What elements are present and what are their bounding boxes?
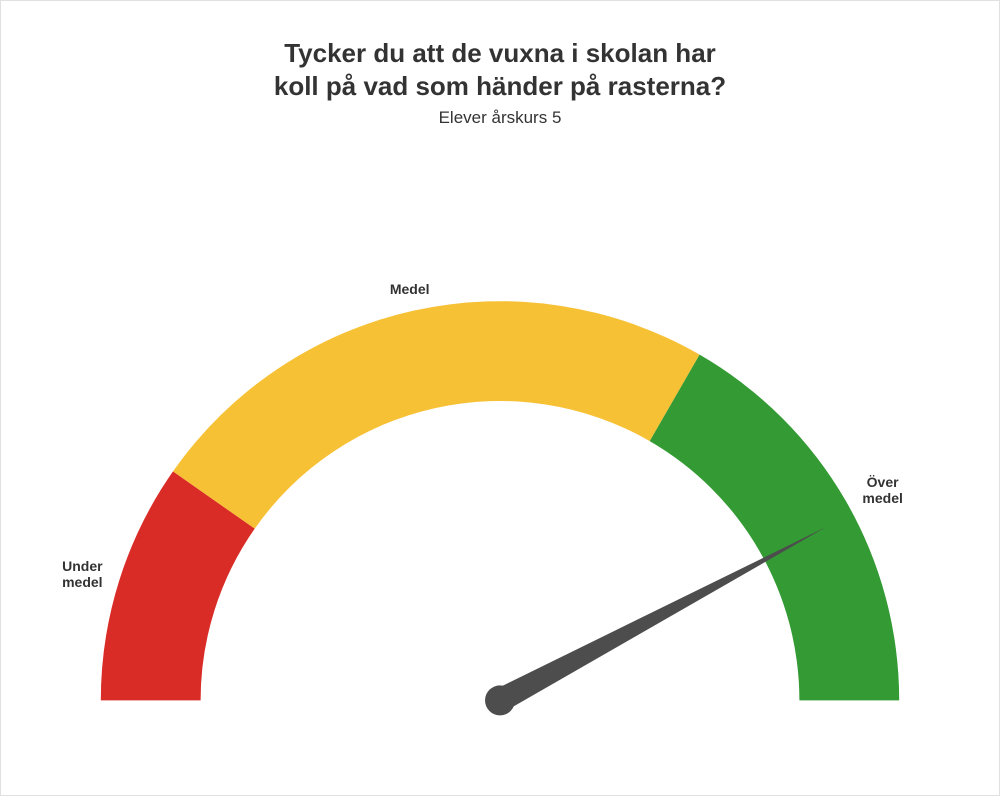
gauge-segment-2 [650, 355, 900, 701]
gauge-segment-label-0: Under medel [62, 558, 102, 590]
gauge-segment-label-1: Medel [390, 281, 430, 297]
gauge-needle-hub [485, 685, 515, 715]
gauge-container [1, 1, 999, 797]
chart-frame: Tycker du att de vuxna i skolan har koll… [0, 0, 1000, 796]
gauge-segment-1 [173, 301, 700, 528]
gauge-segment-label-2: Över medel [862, 474, 902, 506]
gauge-chart [1, 1, 999, 797]
gauge-needle [494, 527, 826, 711]
